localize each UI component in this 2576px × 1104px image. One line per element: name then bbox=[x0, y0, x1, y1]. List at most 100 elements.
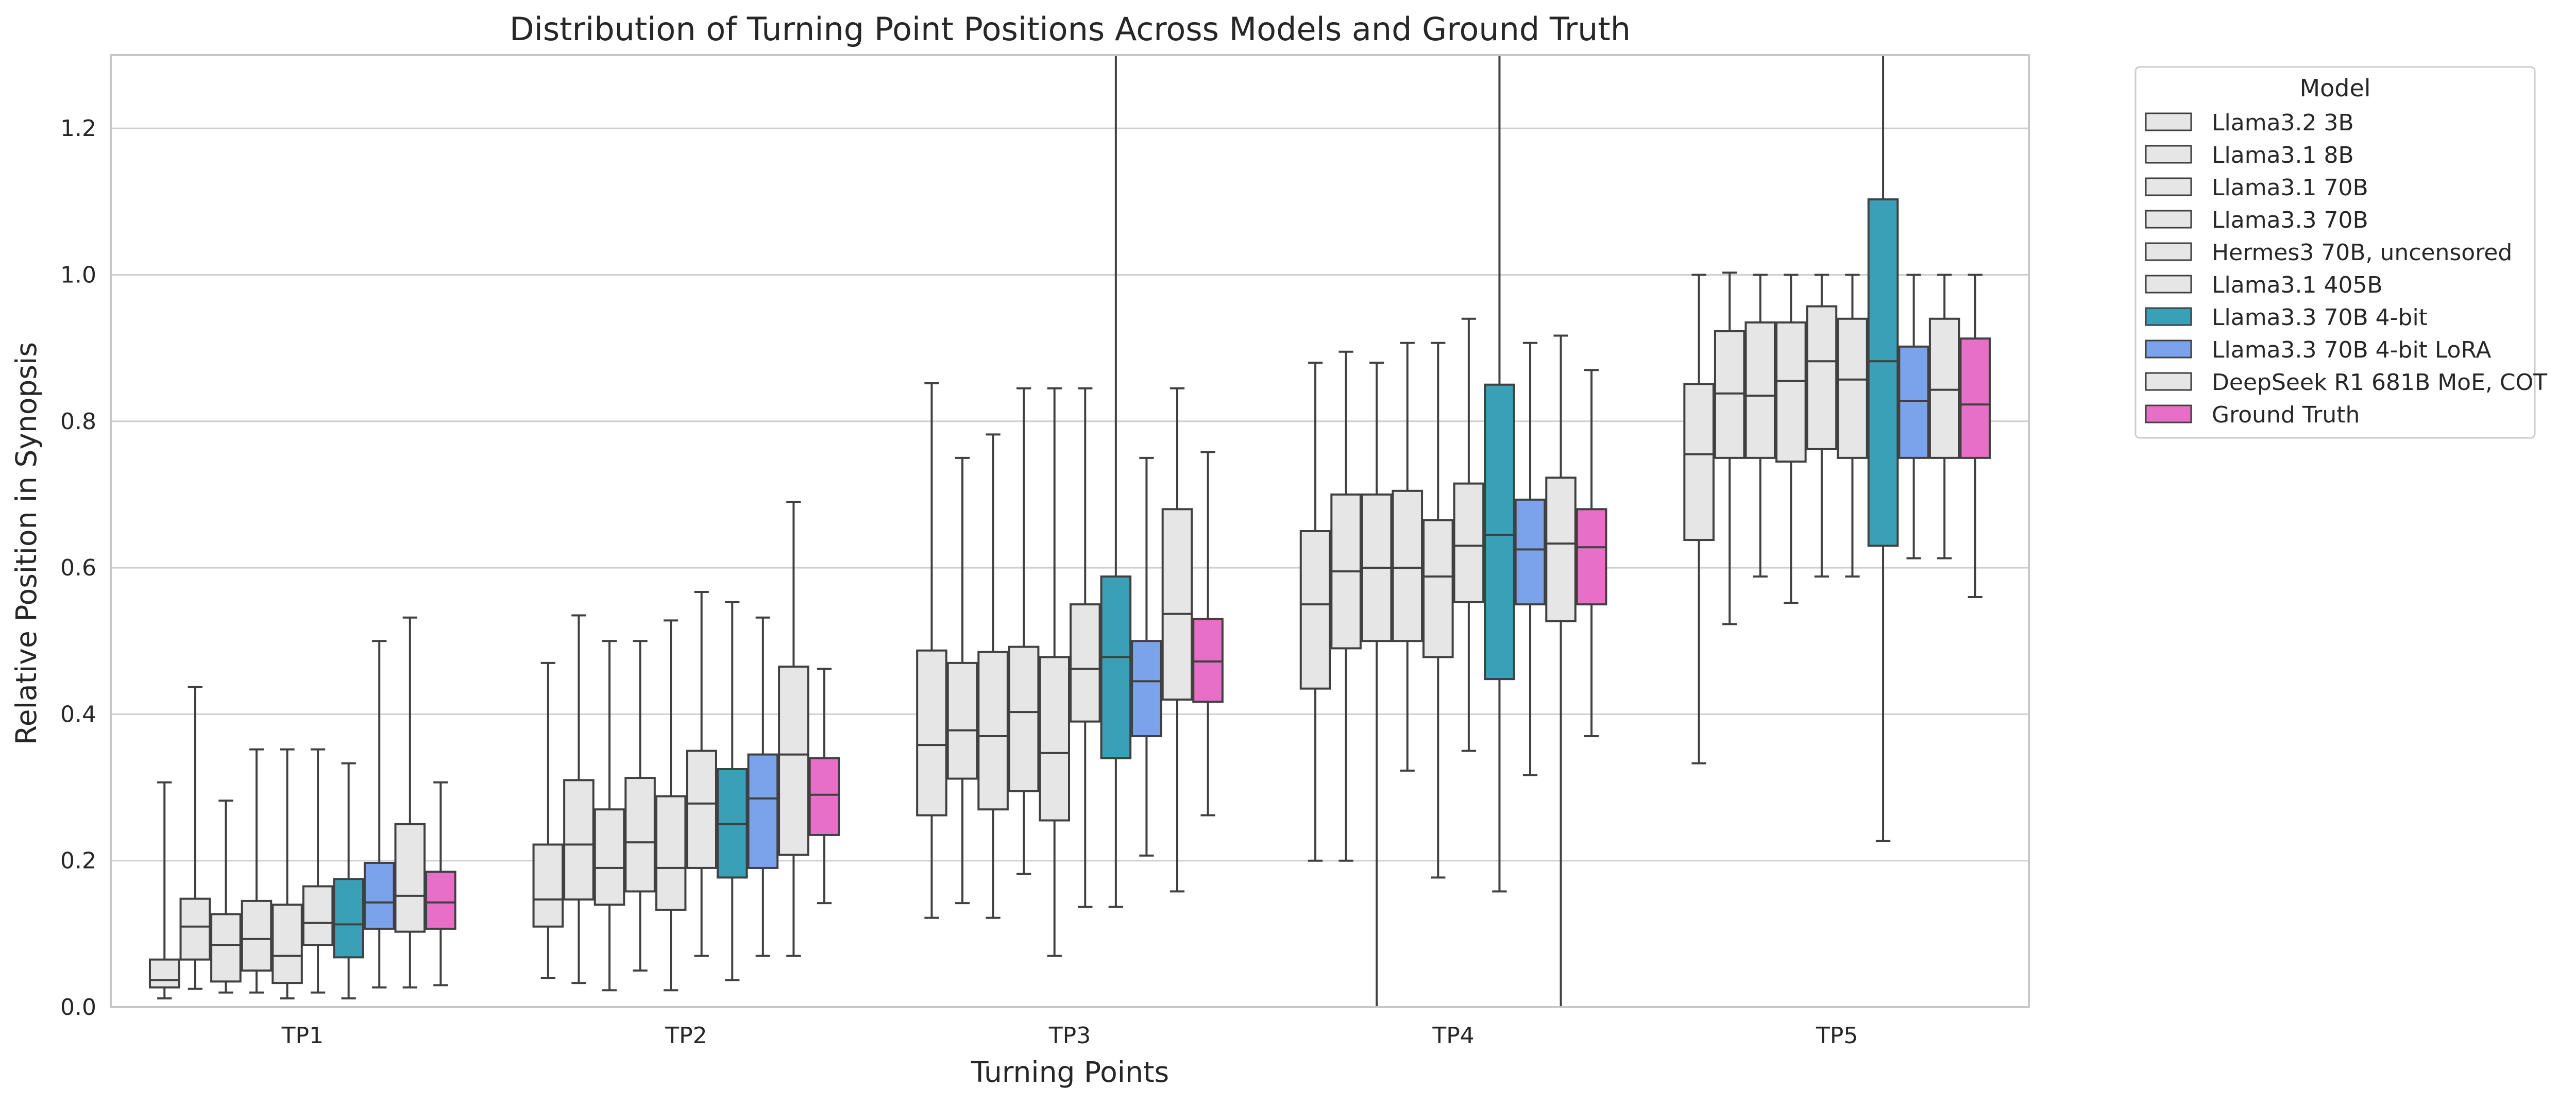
box bbox=[1514, 342, 1546, 776]
box bbox=[594, 640, 625, 992]
box bbox=[808, 668, 840, 905]
box bbox=[394, 616, 426, 989]
box-iqr bbox=[272, 903, 303, 984]
box bbox=[655, 619, 687, 992]
box bbox=[1714, 271, 1745, 625]
legend-item: Hermes3 70B, uncensored bbox=[2145, 240, 2512, 266]
legend-swatch bbox=[2145, 177, 2192, 196]
legend-swatch bbox=[2145, 404, 2192, 423]
box bbox=[916, 382, 947, 919]
box-iqr bbox=[686, 750, 717, 869]
box-iqr bbox=[363, 861, 395, 930]
legend-swatch bbox=[2145, 145, 2192, 164]
box-iqr bbox=[1898, 345, 1929, 459]
legend-item: Llama3.1 405B bbox=[2145, 272, 2383, 298]
box bbox=[1131, 456, 1162, 857]
x-tick-label: TP3 bbox=[1048, 1023, 1091, 1049]
box-iqr bbox=[594, 808, 625, 906]
box bbox=[302, 748, 334, 994]
y-tick-label: 0.6 bbox=[60, 555, 96, 581]
legend-label: Llama3.3 70B 4-bit bbox=[2212, 304, 2428, 331]
box-iqr bbox=[1422, 519, 1454, 658]
legend-title: Model bbox=[2299, 74, 2370, 102]
box-iqr bbox=[1453, 482, 1485, 603]
box bbox=[1575, 369, 1607, 738]
box bbox=[1898, 274, 1929, 559]
box bbox=[1161, 387, 1193, 893]
box-iqr bbox=[394, 823, 426, 933]
box-iqr bbox=[563, 779, 595, 901]
legend-item: Llama3.3 70B 4-bit bbox=[2145, 304, 2428, 331]
box bbox=[1299, 362, 1331, 862]
box bbox=[1545, 334, 1577, 1007]
box-iqr bbox=[1192, 618, 1224, 703]
box-iqr bbox=[1008, 646, 1040, 792]
box bbox=[977, 433, 1009, 919]
box bbox=[1959, 274, 1991, 598]
legend-swatch bbox=[2145, 242, 2192, 261]
legend-label: Llama3.1 70B bbox=[2212, 175, 2368, 201]
box-iqr bbox=[148, 958, 180, 989]
box-iqr bbox=[333, 878, 364, 959]
box bbox=[1867, 55, 1899, 842]
box-iqr bbox=[624, 777, 656, 893]
x-tick-label: TP5 bbox=[1816, 1023, 1858, 1049]
box-iqr bbox=[1514, 498, 1546, 606]
plot-frame bbox=[110, 54, 2030, 1008]
legend-item: Llama3.1 8B bbox=[2145, 142, 2354, 168]
box bbox=[563, 614, 595, 984]
box bbox=[1453, 317, 1485, 752]
legend-swatch bbox=[2145, 112, 2192, 131]
box bbox=[333, 762, 364, 999]
box-iqr bbox=[1161, 508, 1193, 701]
box-iqr bbox=[1806, 305, 1838, 450]
legend-swatch bbox=[2145, 307, 2192, 326]
box-iqr bbox=[1867, 198, 1899, 547]
box bbox=[179, 686, 211, 990]
box-iqr bbox=[808, 757, 840, 836]
box-iqr bbox=[1928, 317, 1960, 459]
box-iqr bbox=[1392, 489, 1423, 642]
y-tick-labels: 0.0 0.2 0.4 0.6 0.8 1.0 1.2 bbox=[60, 115, 96, 1021]
box bbox=[210, 800, 242, 994]
box-iqr bbox=[1744, 321, 1776, 459]
box bbox=[532, 661, 564, 979]
legend-item: Llama3.3 70B 4-bit LoRA bbox=[2145, 337, 2491, 363]
x-axis-label: Turning Points bbox=[971, 1056, 1169, 1089]
box bbox=[1683, 274, 1715, 765]
box-iqr bbox=[1714, 330, 1745, 459]
box-iqr bbox=[1069, 603, 1101, 723]
x-tick-label: TP4 bbox=[1432, 1023, 1474, 1049]
legend-item: Llama3.1 70B bbox=[2145, 175, 2368, 201]
box-iqr bbox=[1837, 317, 1868, 459]
legend-swatch bbox=[2145, 339, 2192, 359]
legend-swatch bbox=[2145, 275, 2192, 294]
box-iqr bbox=[747, 753, 779, 869]
box bbox=[425, 781, 456, 987]
box-iqr bbox=[1775, 321, 1807, 463]
legend: Model Llama3.2 3B Llama3.1 8B Llama3.1 70B… bbox=[2134, 66, 2547, 439]
legend-item: Llama3.3 70B bbox=[2145, 207, 2368, 233]
box bbox=[241, 748, 273, 994]
box-iqr bbox=[946, 661, 978, 780]
box bbox=[1192, 451, 1224, 817]
box bbox=[1361, 362, 1393, 1007]
legend-item: Ground Truth bbox=[2145, 402, 2360, 428]
legend-label: Llama3.3 70B 4-bit LoRA bbox=[2212, 337, 2491, 363]
box bbox=[1806, 274, 1838, 578]
legend-label: Llama3.2 3B bbox=[2212, 110, 2354, 136]
box-iqr bbox=[1131, 640, 1162, 738]
legend-label: Llama3.3 70B bbox=[2212, 207, 2368, 233]
box-iqr bbox=[532, 843, 564, 928]
box-iqr bbox=[1100, 575, 1132, 759]
box-iqr bbox=[179, 897, 211, 961]
y-axis-label: Relative Position in Synopsis bbox=[10, 342, 43, 745]
box bbox=[1039, 387, 1071, 957]
legend-label: Hermes3 70B, uncensored bbox=[2212, 240, 2512, 266]
box-iqr bbox=[302, 885, 334, 946]
box bbox=[363, 640, 395, 989]
box-iqr bbox=[1575, 508, 1607, 606]
box-iqr bbox=[425, 871, 456, 930]
box bbox=[272, 748, 303, 999]
